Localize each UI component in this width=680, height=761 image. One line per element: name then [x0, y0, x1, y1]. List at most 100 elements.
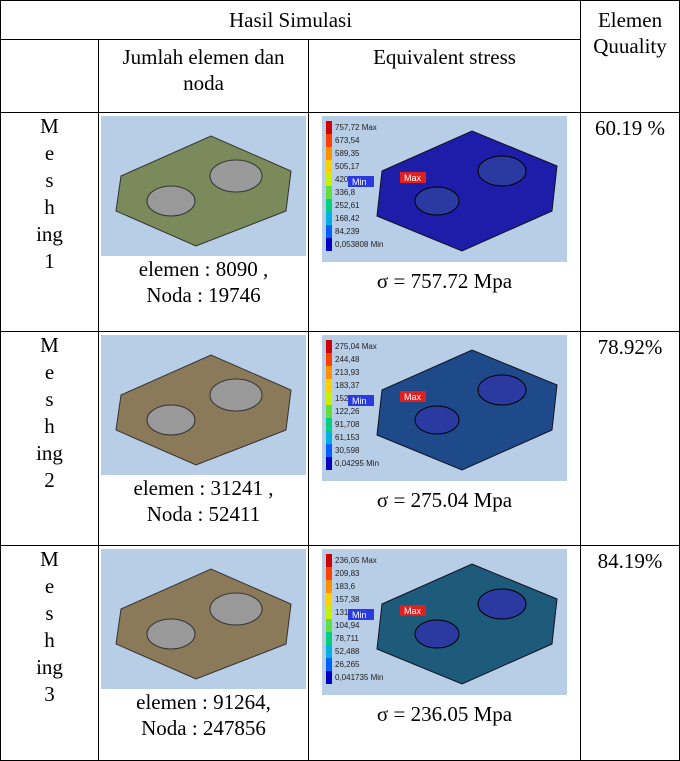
legend-swatch	[326, 632, 332, 645]
mesh-hole	[147, 405, 195, 435]
legend-swatch	[326, 225, 332, 238]
stress-text: σ = 275.04 Mpa	[309, 487, 580, 513]
legend-label: 84,239	[335, 227, 360, 236]
mesh-image	[101, 549, 306, 689]
elements-text: elemen : 91264,	[99, 689, 308, 715]
mesh-label-line: h	[1, 627, 98, 654]
legend-swatch	[326, 645, 332, 658]
mesh-label-line: e	[1, 140, 98, 167]
mesh-label-line: ing	[1, 440, 98, 467]
mesh-image	[101, 116, 306, 256]
legend-swatch	[326, 457, 332, 470]
legend-swatch	[326, 238, 332, 251]
legend-swatch	[326, 580, 332, 593]
legend-swatch	[326, 658, 332, 671]
elements-cell: elemen : 31241 ,Noda : 52411	[99, 332, 309, 546]
legend-label: 757,72 Max	[335, 123, 377, 132]
legend-label: 0,041735 Min	[335, 673, 383, 682]
stress-hole	[478, 589, 526, 619]
quality-cell: 78.92%	[581, 332, 680, 546]
row: Meshing2elemen : 31241 ,Noda : 52411275,…	[1, 332, 680, 546]
min-tag: Min	[352, 177, 367, 187]
legend-label: 122,26	[335, 407, 360, 416]
quality-cell: 60.19 %	[581, 113, 680, 332]
legend-label: 30,598	[335, 446, 360, 455]
legend-label: 252,61	[335, 201, 360, 210]
quality-cell: 84.19%	[581, 546, 680, 761]
legend-swatch	[326, 366, 332, 379]
legend-swatch	[326, 353, 332, 366]
legend-swatch	[326, 199, 332, 212]
stress-image: 236,05 Max209,83183,6157,38131,16104,947…	[322, 549, 567, 695]
legend-label: 52,488	[335, 647, 360, 656]
max-tag: Max	[404, 606, 422, 616]
legend-swatch	[326, 186, 332, 199]
legend-label: 78,711	[335, 634, 359, 643]
elements-text: elemen : 31241 ,	[99, 475, 308, 501]
legend-swatch	[326, 173, 332, 186]
stress-hole	[478, 156, 526, 186]
legend-swatch	[326, 340, 332, 353]
legend-swatch	[326, 405, 332, 418]
legend-label: 0,04295 Min	[335, 459, 379, 468]
max-tag: Max	[404, 392, 422, 402]
legend-label: 26,265	[335, 660, 360, 669]
mesh-label-line: ing	[1, 654, 98, 681]
legend-swatch	[326, 418, 332, 431]
elements-cell: elemen : 8090 ,Noda : 19746	[99, 113, 309, 332]
mesh-label-line: 3	[1, 681, 98, 708]
mesh-hole	[147, 619, 195, 649]
elements-cell: elemen : 91264,Noda : 247856	[99, 546, 309, 761]
legend-label: 168,42	[335, 214, 360, 223]
mesh-hole	[210, 160, 262, 192]
legend-swatch	[326, 606, 332, 619]
mesh-label-line: s	[1, 600, 98, 627]
legend-label: 244,48	[335, 355, 360, 364]
mesh-hole	[210, 593, 262, 625]
min-tag: Min	[352, 610, 367, 620]
page: Hasil Simulasi Elemen Quuality Jumlah el…	[0, 0, 680, 761]
nodes-text: Noda : 19746	[99, 282, 308, 308]
mesh-hole	[147, 186, 195, 216]
mesh-image	[101, 335, 306, 475]
empty-cell	[1, 40, 99, 113]
col-header: Equivalent stress	[309, 40, 581, 113]
mesh-label-line: h	[1, 194, 98, 221]
legend-swatch	[326, 671, 332, 684]
stress-hole	[478, 375, 526, 405]
header-title: Hasil Simulasi	[1, 1, 581, 40]
legend-swatch	[326, 134, 332, 147]
legend-swatch	[326, 567, 332, 580]
nodes-text: Noda : 247856	[99, 715, 308, 741]
legend-label: 673,54	[335, 136, 360, 145]
mesh-label-line: 1	[1, 248, 98, 275]
legend-swatch	[326, 121, 332, 134]
col-header: Jumlah elemen dan noda	[99, 40, 309, 113]
legend-swatch	[326, 444, 332, 457]
legend-label: 589,35	[335, 149, 360, 158]
legend-swatch	[326, 431, 332, 444]
stress-hole	[415, 406, 459, 434]
legend-label: 209,83	[335, 569, 360, 578]
stress-hole	[415, 187, 459, 215]
nodes-text: Noda : 52411	[99, 501, 308, 527]
mesh-label-line: ing	[1, 221, 98, 248]
legend-swatch	[326, 554, 332, 567]
stress-image: 275,04 Max244,48213,93183,37152,82122,26…	[322, 335, 567, 481]
legend-label: 104,94	[335, 621, 360, 630]
stress-text: σ = 757.72 Mpa	[309, 268, 580, 294]
header-quality: Elemen Quuality	[581, 1, 680, 113]
max-tag: Max	[404, 173, 422, 183]
legend-label: 0,053808 Min	[335, 240, 383, 249]
stress-image: 757,72 Max673,54589,35505,17420,99336,82…	[322, 116, 567, 262]
elements-text: elemen : 8090 ,	[99, 256, 308, 282]
legend-swatch	[326, 379, 332, 392]
stress-hole	[415, 620, 459, 648]
